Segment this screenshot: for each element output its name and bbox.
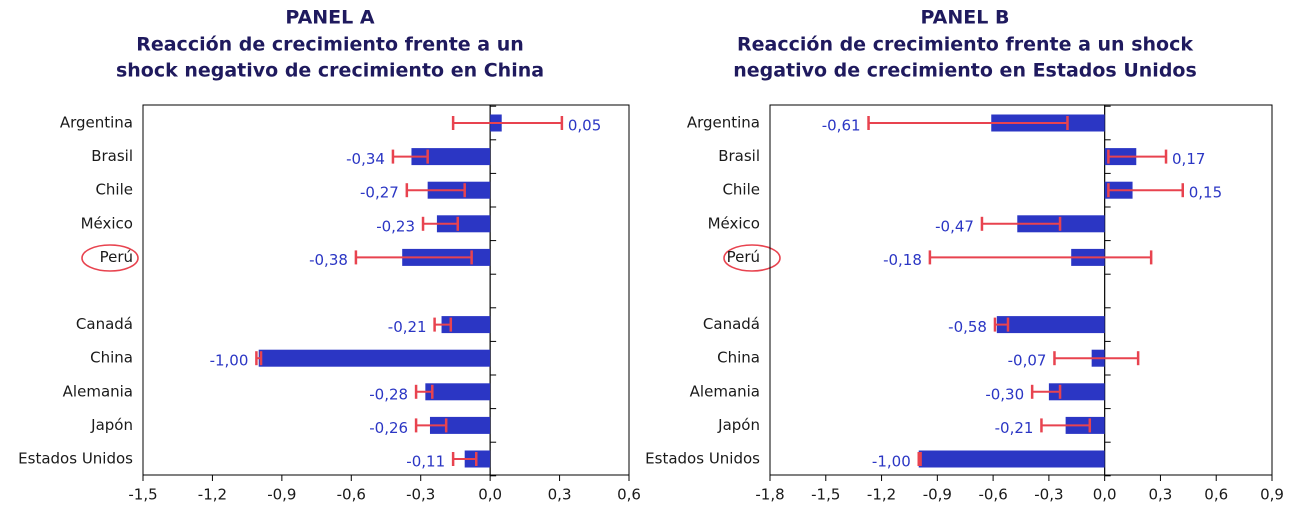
chart-subtitle: negativo de crecimiento en Estados Unido… xyxy=(733,60,1197,82)
category-label: Estados Unidos xyxy=(645,450,760,468)
category-label: Brasil xyxy=(718,147,760,165)
bar xyxy=(1048,383,1105,401)
plot-frame xyxy=(142,104,630,476)
value-label: -0,23 xyxy=(376,217,415,235)
category-label: Japón xyxy=(717,416,760,434)
chart-subtitle: shock negativo de crecimiento en China xyxy=(116,60,544,82)
bar xyxy=(996,316,1105,334)
category-label: Brasil xyxy=(91,147,133,165)
category-label: Perú xyxy=(100,248,133,266)
bar xyxy=(918,450,1105,468)
x-tick-label: -0,9 xyxy=(923,486,952,504)
highlight-circle xyxy=(81,244,139,272)
value-label: -0,28 xyxy=(369,385,408,403)
category-label: Alemania xyxy=(690,382,760,400)
chart-title: PANEL B xyxy=(921,7,1010,29)
x-tick-label: -0,3 xyxy=(1034,486,1063,504)
category-label: Perú xyxy=(727,248,760,266)
category-label: Estados Unidos xyxy=(18,450,133,468)
category-label: México xyxy=(708,214,760,232)
category-label: Chile xyxy=(722,181,760,199)
value-label: -1,00 xyxy=(210,352,249,370)
x-tick-label: -1,2 xyxy=(867,486,896,504)
category-label: Canadá xyxy=(76,315,133,333)
value-label: -0,61 xyxy=(822,117,861,135)
bar xyxy=(411,148,491,166)
x-tick-label: 0,0 xyxy=(478,486,502,504)
category-label: Canadá xyxy=(703,315,760,333)
category-label: Argentina xyxy=(60,114,133,132)
value-label: -0,58 xyxy=(948,318,987,336)
plot-frame xyxy=(769,104,1273,476)
value-label: -0,07 xyxy=(1008,352,1047,370)
value-label: 0,17 xyxy=(1172,150,1205,168)
x-tick-label: 0,0 xyxy=(1093,486,1117,504)
bar xyxy=(436,215,491,233)
value-label: -1,00 xyxy=(872,453,911,471)
bar xyxy=(425,383,491,401)
value-label: -0,38 xyxy=(309,251,348,269)
category-label: China xyxy=(717,349,760,367)
value-label: -0,34 xyxy=(346,150,385,168)
x-tick-label: -0,9 xyxy=(267,486,296,504)
value-label: 0,15 xyxy=(1189,184,1222,202)
x-tick-label: 0,9 xyxy=(1260,486,1284,504)
category-label: México xyxy=(81,214,133,232)
value-label: -0,26 xyxy=(369,419,408,437)
x-tick-label: 0,6 xyxy=(617,486,641,504)
category-label: Japón xyxy=(90,416,133,434)
x-tick-label: -1,5 xyxy=(811,486,840,504)
x-tick-label: 0,3 xyxy=(548,486,572,504)
value-label: -0,18 xyxy=(883,251,922,269)
x-tick-label: -0,3 xyxy=(406,486,435,504)
chart-subtitle: Reacción de crecimiento frente a un shoc… xyxy=(737,34,1193,56)
category-label: Alemania xyxy=(63,382,133,400)
x-tick-label: -1,8 xyxy=(755,486,784,504)
chart-subtitle: Reacción de crecimiento frente a un xyxy=(136,34,524,56)
value-label: -0,11 xyxy=(406,453,445,471)
x-tick-label: -1,2 xyxy=(198,486,227,504)
category-label: Chile xyxy=(95,181,133,199)
x-tick-label: -1,5 xyxy=(128,486,157,504)
category-label: Argentina xyxy=(687,114,760,132)
x-tick-label: 0,3 xyxy=(1149,486,1173,504)
value-label: -0,30 xyxy=(985,385,1024,403)
value-label: -0,27 xyxy=(360,184,399,202)
value-label: -0,47 xyxy=(935,217,974,235)
value-label: 0,05 xyxy=(568,117,601,135)
bar xyxy=(441,316,491,334)
value-label: -0,21 xyxy=(995,419,1034,437)
x-tick-label: 0,6 xyxy=(1204,486,1228,504)
bar xyxy=(258,349,491,367)
value-label: -0,21 xyxy=(388,318,427,336)
chart-title: PANEL A xyxy=(285,7,374,29)
highlight-circle xyxy=(723,244,781,272)
x-tick-label: -0,6 xyxy=(337,486,366,504)
x-tick-label: -0,6 xyxy=(978,486,1007,504)
category-label: China xyxy=(90,349,133,367)
